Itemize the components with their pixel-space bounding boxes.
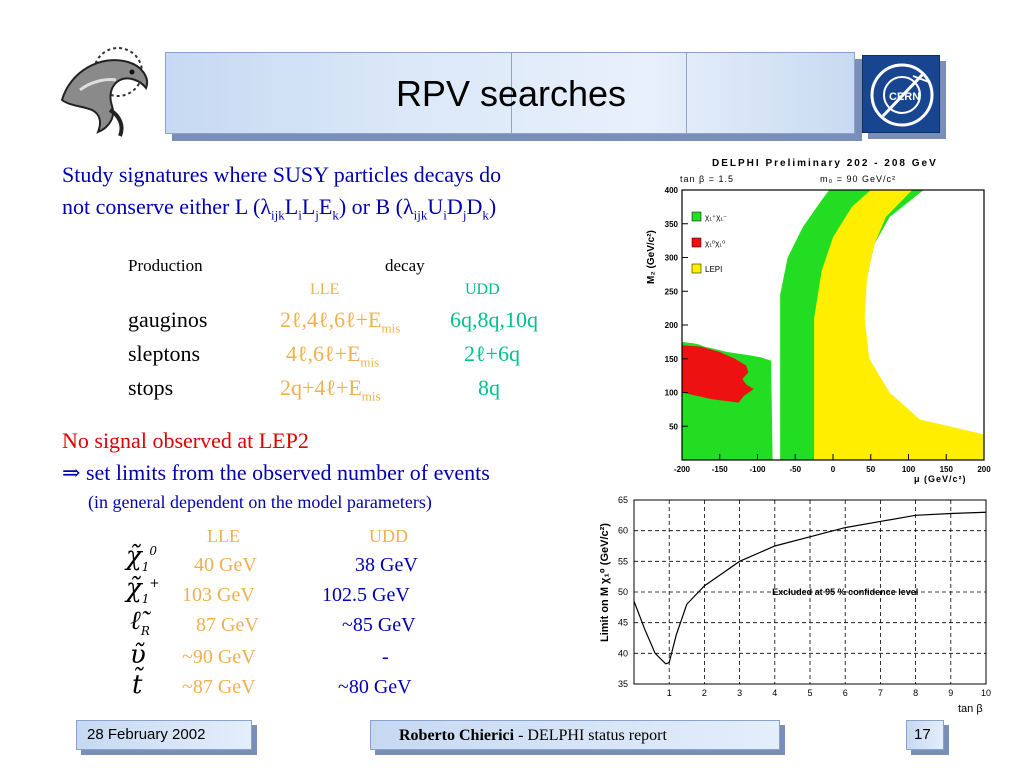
chart1-xtick-label: 150 [940, 465, 954, 474]
chart2-annotation: Excluded at 95 % confidence level [772, 587, 918, 597]
chart2-ytick-label: 35 [618, 679, 628, 689]
intro-line-1: Study signatures where SUSY particles de… [62, 162, 502, 187]
footer-page-box: 17 [906, 720, 944, 750]
chart2-xtick-label: 6 [843, 688, 848, 698]
row-sleptons: sleptons 4ℓ,6ℓ+Emis 2ℓ+6q [128, 341, 520, 370]
chart1-xtick-label: -200 [674, 465, 691, 474]
limits-row-chargino: χ̃1+ 103 GeV 102.5 GeV [126, 573, 410, 606]
chart2-ylabel: Limit on M χ₁⁰ (GeV/c²) [599, 523, 611, 642]
footer-author: Roberto Chierici - DELPHI status report [399, 727, 667, 744]
row-gauginos: gauginos 2ℓ,4ℓ,6ℓ+Emis 6q,8q,10q [128, 307, 538, 336]
header-lle: LLE [310, 281, 340, 298]
chart2-ytick-label: 50 [618, 587, 628, 597]
chart2-ytick-label: 65 [618, 495, 628, 505]
chart2-xtick-label: 5 [807, 688, 812, 698]
limits-row-slepton: ℓ̃R 87 GeV ~85 GeV [130, 606, 416, 639]
limits-row-sneutrino: ῦ ~90 GeV - [130, 640, 389, 670]
chart1-legend-swatch [691, 237, 702, 248]
chart2-xtick-label: 9 [948, 688, 953, 698]
chart1-ytick-label: 50 [669, 422, 678, 431]
limits-header-lle: LLE [207, 526, 240, 546]
chart1-ytick-label: 150 [665, 355, 679, 364]
chart1-ytick-label: 300 [665, 254, 679, 263]
chart2-xlabel: tan β [958, 703, 983, 715]
slide-title: RPV searches [395, 73, 627, 114]
header-udd: UDD [465, 281, 500, 298]
chart1-ytick-label: 350 [665, 220, 679, 229]
chart1-title: DELPHI Preliminary 202 - 208 GeV [712, 158, 938, 169]
title-banner: RPV searches [165, 52, 855, 134]
chart1-xtick-label: 100 [902, 465, 916, 474]
chart2-ytick-label: 55 [618, 556, 628, 566]
footer-author-box: Roberto Chierici - DELPHI status report [370, 720, 780, 750]
intro-line-2: not conserve either L (λijkLiLjEk) or B … [62, 194, 497, 223]
page-number: 17 [914, 726, 931, 743]
chart2-ytick-label: 60 [618, 526, 628, 536]
chart1-ytick-label: 400 [665, 186, 679, 195]
set-limits-text: ⇒ set limits from the observed number of… [62, 460, 490, 485]
chart2-xtick-label: 4 [772, 688, 777, 698]
chart1-xtick-label: -100 [749, 465, 766, 474]
chart2-xtick-label: 7 [878, 688, 883, 698]
no-signal-text: No signal observed at LEP2 [62, 428, 309, 453]
footer-date-box: 28 February 2002 [76, 720, 252, 750]
chart1-legend-label: χ₁⁰χ₁⁰ [705, 239, 725, 248]
chart2-ytick-label: 40 [618, 648, 628, 658]
limits-header-udd: UDD [369, 526, 408, 546]
chart1-ytick-label: 250 [665, 287, 679, 296]
chart1-xtick-label: -150 [712, 465, 729, 474]
chart1-ylabel: M₂ (GeV/c²) [646, 230, 657, 284]
chart2-xtick-label: 10 [981, 688, 991, 698]
chart2-ytick-label: 45 [618, 618, 628, 628]
cern-logo: CERN [862, 55, 940, 133]
chart1-legend-label: χ₁⁺χ₁⁻ [705, 213, 727, 222]
model-dependence-note: (in general dependent on the model param… [88, 492, 432, 512]
chart1-subtitle-right: m₀ = 90 GeV/c² [820, 174, 896, 184]
chart1-subtitle-left: tan β = 1.5 [680, 174, 734, 184]
chart1-legend-label: LEPI [705, 265, 722, 274]
chart2-limit-curve [633, 511, 987, 665]
chart1-ytick-label: 100 [665, 389, 679, 398]
header-decay: decay [385, 256, 425, 275]
chart1-legend-swatch [691, 263, 702, 274]
chart2-xtick-label: 2 [702, 688, 707, 698]
chart2-xtick-label: 8 [913, 688, 918, 698]
svg-text:CERN: CERN [889, 91, 920, 103]
chart1-xlabel: μ (GeV/c²) [914, 474, 967, 484]
chart1-xtick-label: 200 [977, 465, 991, 474]
chart2-xtick-label: 3 [737, 688, 742, 698]
region-lepi-band [814, 190, 984, 460]
chart1-xtick-label: -50 [789, 465, 801, 474]
exclusion-plot: DELPHI Preliminary 202 - 208 GeV tan β =… [646, 158, 991, 484]
header-production: Production [128, 256, 203, 275]
chart1-xtick-label: 50 [866, 465, 875, 474]
region-neutralino [682, 345, 754, 403]
footer-date: 28 February 2002 [87, 726, 206, 743]
chart1-legend-swatch [691, 211, 702, 222]
dolphin-logo [60, 47, 148, 137]
row-stops: stops 2q+4ℓ+Emis 8q [128, 375, 500, 404]
chart1-ytick-label: 200 [665, 321, 679, 330]
chart2-xtick-label: 1 [667, 688, 672, 698]
chart1-xtick-label: 0 [831, 465, 836, 474]
limits-row-neutralino: χ̃10 40 GeV 38 GeV [126, 541, 418, 576]
limits-row-stop: t̃ ~87 GeV ~80 GeV [132, 670, 412, 700]
